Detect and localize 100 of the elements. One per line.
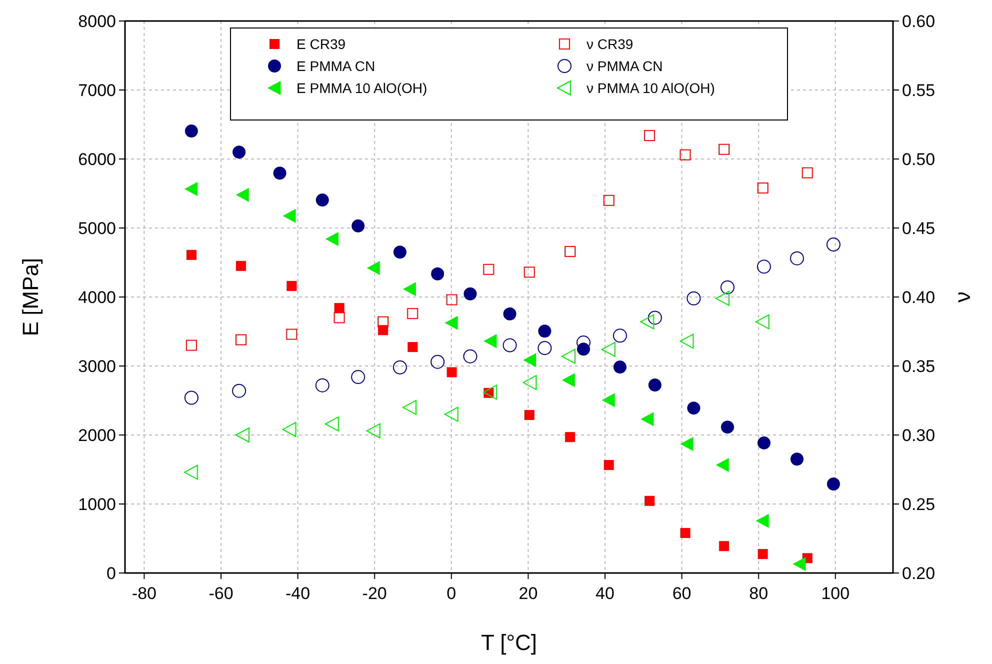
y-tick-label: 6000 — [78, 150, 116, 169]
point — [325, 232, 338, 246]
point — [802, 167, 813, 178]
y2-tick-label: 0.60 — [902, 12, 936, 31]
point — [715, 290, 730, 306]
point — [716, 458, 729, 472]
legend-label: ν PMMA CN — [586, 58, 663, 74]
point — [640, 412, 654, 426]
y-tick-label: 8000 — [78, 12, 116, 31]
point — [680, 149, 691, 160]
point — [444, 406, 458, 422]
x-tick-label: 80 — [749, 584, 768, 603]
point — [792, 557, 806, 572]
point — [686, 291, 701, 306]
point — [446, 367, 457, 378]
point — [483, 264, 494, 275]
point — [236, 260, 246, 271]
x-tick-label: 0 — [446, 584, 456, 603]
point — [680, 528, 690, 538]
y2-tick-label: 0.55 — [902, 81, 936, 100]
point — [718, 144, 730, 155]
x-tick-label: 60 — [672, 584, 692, 603]
point — [562, 373, 575, 388]
y2-axis-title: ν — [950, 292, 975, 302]
point — [756, 514, 769, 528]
point — [613, 360, 626, 374]
point — [524, 266, 535, 278]
x-tick-label: -60 — [208, 584, 234, 603]
x-tick-label: -80 — [132, 584, 156, 603]
y2-tick-label: 0.25 — [902, 495, 936, 514]
point — [503, 307, 516, 320]
legend-label: E CR39 — [296, 36, 346, 52]
point — [446, 294, 458, 306]
point — [430, 354, 445, 369]
y-tick-label: 4000 — [78, 288, 116, 307]
y-tick-label: 3000 — [78, 357, 116, 376]
point — [522, 375, 537, 390]
point — [757, 182, 768, 194]
y2-tick-label: 0.45 — [902, 219, 936, 238]
x-tick-label: 40 — [596, 584, 614, 603]
point — [378, 316, 389, 328]
legend-label: ν PMMA 10 AlO(OH) — [586, 80, 715, 96]
point — [186, 340, 197, 351]
point — [366, 261, 380, 276]
point — [680, 436, 694, 451]
point — [826, 477, 840, 490]
point — [483, 384, 498, 400]
point — [538, 341, 552, 356]
point — [286, 328, 298, 340]
point — [235, 428, 250, 442]
point — [648, 378, 662, 392]
point — [431, 267, 444, 280]
point — [463, 349, 478, 364]
point — [184, 124, 198, 138]
point — [564, 246, 576, 257]
point — [184, 464, 198, 480]
y2-tick-label: 0.20 — [902, 564, 936, 583]
point — [334, 312, 345, 324]
point — [644, 496, 655, 506]
y-axis-title: E [MPa] — [18, 258, 43, 336]
point — [393, 246, 406, 259]
point — [758, 549, 768, 560]
point — [392, 360, 407, 374]
point — [186, 250, 196, 260]
point — [444, 316, 458, 330]
point — [720, 280, 734, 294]
point — [757, 436, 770, 450]
point — [826, 238, 840, 252]
point — [408, 342, 418, 352]
point — [315, 378, 330, 392]
point — [680, 334, 694, 349]
point — [604, 460, 614, 470]
point — [366, 423, 380, 438]
point — [603, 194, 614, 206]
point — [334, 303, 344, 314]
point — [648, 310, 662, 325]
y-tick-label: 7000 — [78, 81, 116, 100]
point — [351, 370, 366, 384]
point — [273, 166, 286, 180]
point — [282, 208, 296, 223]
point — [523, 353, 536, 368]
point — [235, 334, 246, 346]
legend-label: E PMMA CN — [296, 58, 376, 74]
point — [282, 422, 296, 437]
point — [565, 432, 576, 442]
x-tick-label: 100 — [821, 584, 850, 603]
x-tick-label: 20 — [518, 584, 538, 603]
point — [324, 416, 339, 432]
legend-label: ν CR39 — [586, 36, 634, 52]
point — [502, 338, 517, 352]
point — [720, 420, 734, 434]
x-tick-label: -40 — [286, 584, 310, 603]
point — [232, 384, 246, 398]
point — [232, 146, 246, 159]
x-tick-label: -20 — [362, 584, 387, 603]
y2-tick-label: 0.50 — [902, 150, 936, 169]
y2-tick-label: 0.30 — [902, 426, 936, 445]
point — [640, 314, 654, 330]
legend-label: E PMMA 10 AlO(OH) — [296, 80, 428, 96]
point — [790, 251, 804, 266]
